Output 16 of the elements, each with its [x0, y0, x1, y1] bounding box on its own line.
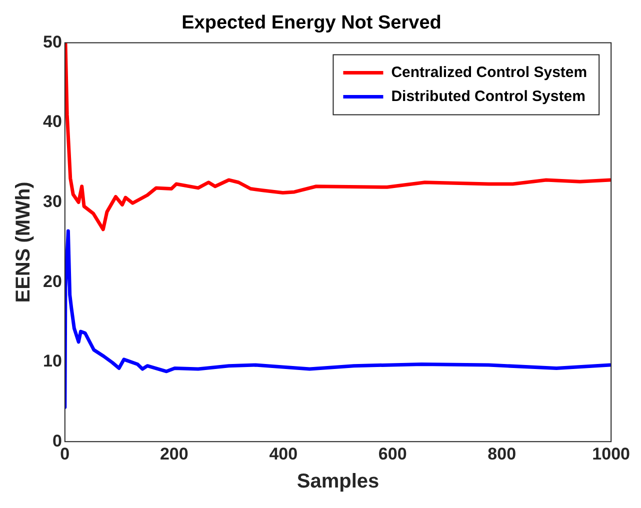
x-tick-label: 1000 — [592, 444, 630, 464]
x-tick-label: 600 — [378, 444, 407, 464]
y-tick-label: 20 — [42, 272, 62, 291]
legend-label: Distributed Control System — [391, 88, 586, 105]
y-tick-label: 40 — [42, 112, 62, 132]
x-axis-title: Samples — [296, 470, 380, 493]
y-tick-label: 10 — [42, 352, 62, 371]
x-tick-label: 200 — [160, 444, 188, 464]
y-tick-label: 50 — [42, 32, 62, 52]
x-tick-label: 800 — [488, 444, 516, 464]
y-axis-title: EENS (MWh) — [12, 182, 35, 303]
chart-title: Expected Energy Not Served — [182, 12, 442, 34]
y-tick-label: 30 — [42, 192, 62, 212]
legend-label: Centralized Control System — [391, 64, 588, 81]
x-tick-label: 400 — [269, 444, 298, 464]
y-tick-label: 0 — [52, 431, 62, 450]
